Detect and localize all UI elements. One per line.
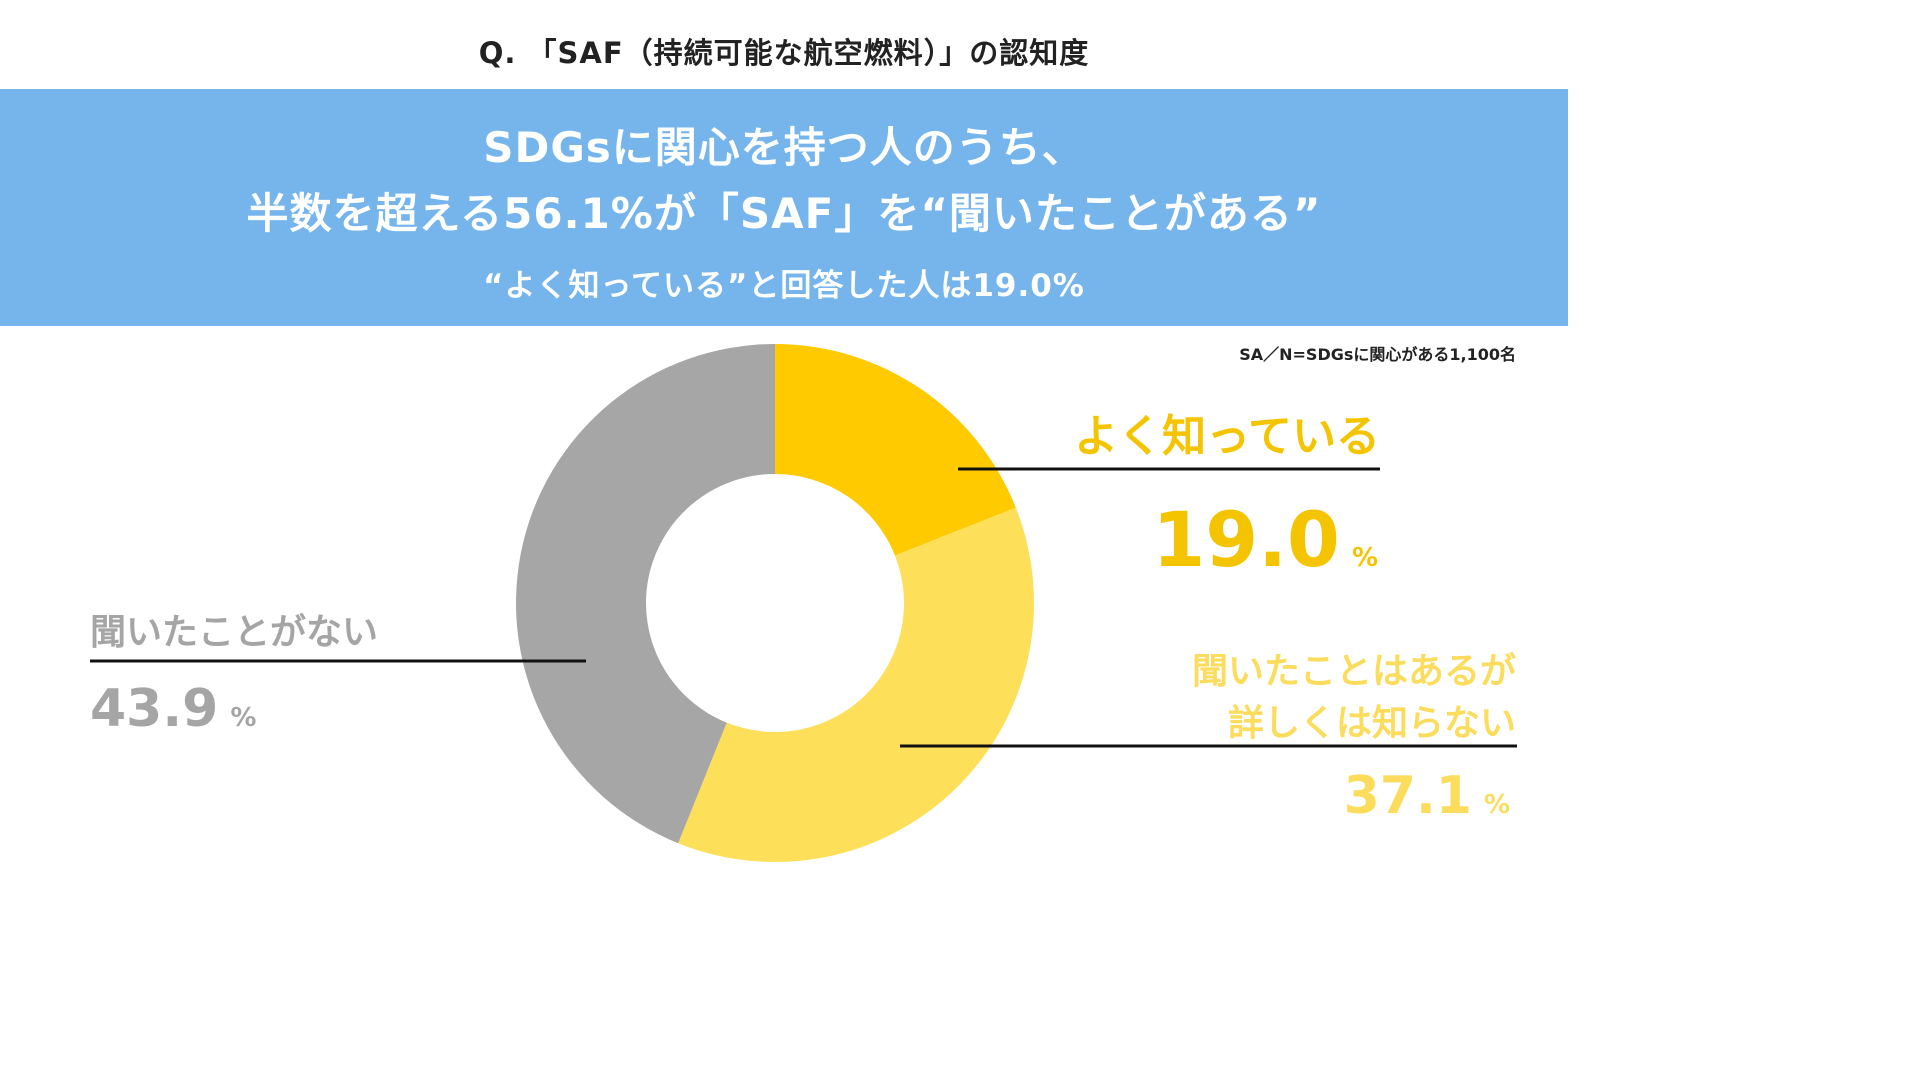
donut-slice-known: [775, 344, 1016, 556]
slice-value-heard-unit: %: [1483, 790, 1510, 820]
donut-slice-never: [515, 344, 775, 844]
leader-lines: [90, 467, 1517, 748]
slice-value-heard-number: 37.1: [1343, 766, 1472, 826]
donut-chart: [90, 344, 1517, 862]
slice-label-known: よく知っている: [1074, 411, 1380, 462]
slice-value-never-unit: %: [230, 703, 257, 733]
slice-value-known: 19.0%: [1152, 495, 1378, 584]
headline-line-1: SDGsに関心を持つ人のうち、: [483, 123, 1085, 172]
question-title: Q. 「SAF（持続可能な航空燃料）」の認知度: [478, 36, 1090, 70]
slice-value-known-number: 19.0: [1152, 495, 1340, 584]
slice-value-never: 43.9%: [90, 679, 256, 739]
donut-slice-heard: [678, 507, 1034, 862]
sample-note: SA／N=SDGsに関心がある1,100名: [1239, 345, 1516, 364]
slice-label-heard-line-1: 聞いたことはあるが: [1191, 651, 1516, 692]
slice-label-heard-line-2: 詳しくは知らない: [1227, 703, 1516, 744]
headline-banner: SDGsに関心を持つ人のうち、 半数を超える56.1%が「SAF」を“聞いたこと…: [0, 89, 1568, 326]
slice-value-known-unit: %: [1351, 543, 1378, 573]
slice-label-heard: 聞いたことはあるが 詳しくは知らない: [1192, 646, 1516, 750]
headline-subline: “よく知っている”と回答した人は19.0%: [483, 268, 1085, 304]
headline-line-2: 半数を超える56.1%が「SAF」を“聞いたことがある”: [246, 189, 1322, 238]
slice-value-heard: 37.1%: [1344, 766, 1510, 826]
slice-label-never: 聞いたことがない: [90, 612, 379, 653]
slice-value-never-number: 43.9: [90, 679, 219, 739]
donut-slices: [515, 344, 1034, 862]
